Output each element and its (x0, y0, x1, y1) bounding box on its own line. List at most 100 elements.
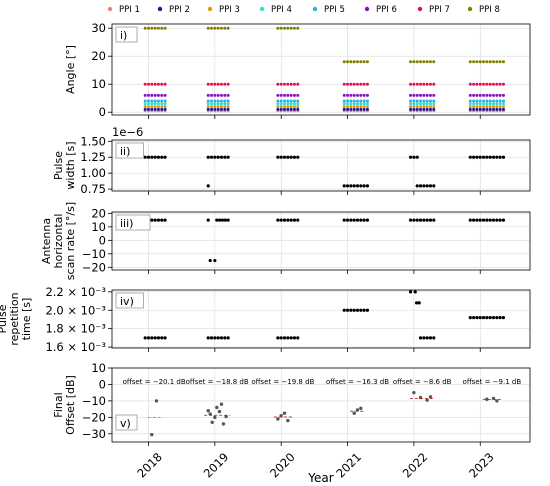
data-point (286, 82, 290, 86)
y-tick-label: 10 (91, 220, 106, 234)
data-point (498, 107, 502, 111)
data-point (482, 107, 486, 111)
data-point (468, 105, 472, 109)
data-point (289, 93, 293, 97)
data-point (422, 82, 426, 86)
data-point (415, 107, 419, 111)
data-point (289, 99, 293, 103)
data-point (286, 26, 290, 30)
data-point (472, 60, 476, 64)
data-point (146, 336, 151, 340)
data-point (495, 105, 499, 109)
data-point (498, 93, 502, 97)
data-point (349, 82, 353, 86)
data-point (352, 411, 356, 415)
data-point (156, 82, 160, 86)
data-point (428, 107, 432, 111)
legend-label: PPI 5 (324, 5, 345, 15)
offset-label: offset = −19.8 dB (251, 378, 314, 386)
data-point (206, 184, 210, 188)
data-point (352, 308, 356, 312)
panel-tag-box (115, 214, 151, 231)
offset-label: offset = −16.3 dB (326, 378, 389, 386)
data-point (345, 308, 350, 312)
y-tick-label: 1.25 (80, 150, 106, 164)
data-point (428, 336, 433, 340)
data-point (146, 26, 150, 30)
data-point (498, 82, 502, 86)
data-point (163, 102, 167, 106)
data-point (472, 102, 476, 106)
legend-label: PPI 6 (376, 5, 397, 15)
data-point (213, 26, 217, 30)
data-point (468, 82, 472, 86)
data-point (342, 105, 346, 109)
data-point (213, 258, 217, 263)
x-tick-label: 2022 (400, 450, 431, 481)
data-point (362, 308, 366, 312)
data-point (282, 411, 287, 415)
data-point (432, 105, 436, 109)
data-point (482, 82, 486, 86)
data-point (156, 107, 160, 111)
data-point (425, 60, 429, 64)
data-point (475, 105, 479, 109)
data-point (292, 107, 296, 111)
data-point (213, 93, 217, 97)
x-axis-label: Year (307, 471, 333, 485)
data-point (352, 105, 356, 109)
data-point (150, 102, 154, 106)
data-point (283, 82, 287, 86)
data-point (415, 99, 419, 103)
data-point (468, 93, 472, 97)
data-point (415, 155, 419, 159)
data-point (276, 26, 280, 30)
data-point (206, 82, 210, 86)
data-point (216, 93, 220, 97)
data-point (488, 105, 492, 109)
data-point (359, 184, 363, 188)
data-point (276, 155, 280, 159)
data-point (210, 93, 214, 97)
data-point (478, 218, 482, 222)
data-point (409, 107, 413, 111)
data-point (472, 105, 476, 109)
data-point (279, 336, 283, 340)
data-point (143, 82, 147, 86)
data-point (472, 82, 476, 86)
data-point (478, 60, 482, 64)
data-point (415, 60, 419, 64)
data-point (219, 93, 223, 97)
data-point (279, 99, 283, 103)
data-point (475, 82, 479, 86)
data-point (409, 99, 413, 103)
data-point (279, 26, 283, 30)
data-point (475, 93, 479, 97)
data-point (352, 99, 356, 103)
y-tick-label: 1.50 (80, 134, 106, 148)
panel-tag: i) (120, 29, 127, 42)
data-point (146, 102, 150, 106)
data-point (289, 26, 293, 30)
y-axis-label: Pulse (0, 304, 9, 333)
y-axis-label: time [s] (20, 298, 33, 341)
data-point (359, 60, 363, 64)
data-point (283, 26, 287, 30)
data-point (342, 93, 346, 97)
data-point (359, 82, 363, 86)
y-tick-label: 20 (91, 206, 106, 220)
data-point (216, 105, 220, 109)
data-point (478, 105, 482, 109)
data-point (292, 102, 296, 106)
data-point (428, 184, 433, 188)
data-point (501, 99, 505, 103)
data-point (432, 99, 436, 103)
data-point (491, 218, 496, 222)
data-point (359, 99, 363, 103)
y-axis-label: Angle [°] (64, 45, 77, 94)
data-point (488, 316, 492, 320)
data-point (488, 99, 492, 103)
data-point (422, 93, 426, 97)
data-point (425, 105, 429, 109)
data-point (468, 316, 472, 320)
